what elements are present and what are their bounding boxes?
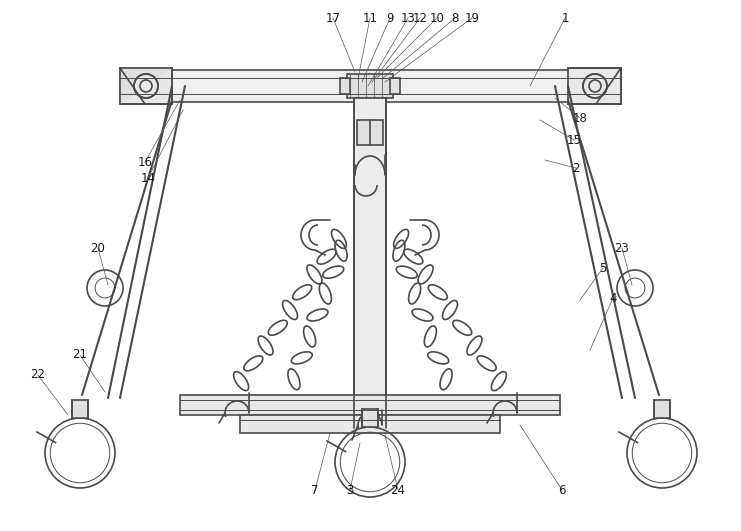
Bar (240, 415, 500, 433)
Text: 9: 9 (386, 12, 393, 24)
Text: 11: 11 (362, 12, 377, 24)
Text: 10: 10 (430, 12, 445, 24)
Text: 13: 13 (401, 12, 416, 24)
Text: 14: 14 (141, 172, 156, 184)
Bar (390, 78, 400, 94)
Text: 8: 8 (451, 12, 459, 24)
Text: 6: 6 (558, 484, 565, 496)
Text: 15: 15 (567, 133, 582, 147)
Text: 23: 23 (614, 242, 629, 254)
Bar (340, 78, 350, 94)
Text: 5: 5 (599, 261, 607, 275)
Bar (72, 400, 88, 418)
Text: 12: 12 (413, 12, 428, 24)
Bar (120, 68, 172, 104)
Text: 3: 3 (346, 484, 353, 496)
Bar (568, 68, 621, 104)
Circle shape (134, 74, 158, 98)
Text: 7: 7 (311, 484, 319, 496)
Bar (362, 409, 378, 427)
Bar (180, 395, 560, 415)
Text: 22: 22 (30, 369, 45, 381)
Bar (347, 74, 393, 98)
Text: 17: 17 (325, 12, 341, 24)
Text: 19: 19 (465, 12, 479, 24)
Circle shape (583, 74, 607, 98)
Bar (357, 120, 383, 145)
Text: 16: 16 (138, 156, 153, 168)
Text: 21: 21 (73, 348, 87, 362)
Text: 1: 1 (561, 12, 569, 24)
Bar (354, 98, 386, 428)
Text: 2: 2 (572, 161, 579, 175)
Text: 20: 20 (90, 242, 105, 254)
Polygon shape (120, 68, 172, 104)
Text: 18: 18 (573, 112, 588, 124)
Bar (120, 70, 620, 102)
Bar (654, 400, 670, 418)
Text: 4: 4 (609, 292, 617, 304)
Text: 24: 24 (391, 484, 405, 496)
